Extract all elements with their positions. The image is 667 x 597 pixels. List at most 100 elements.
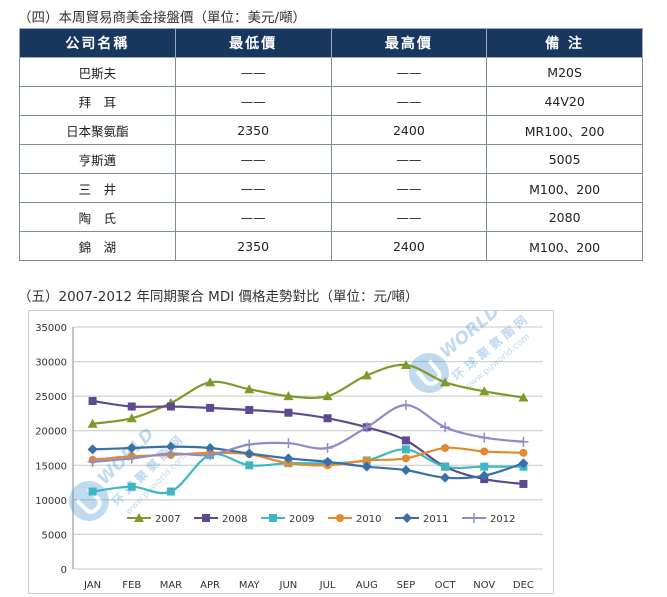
data-point-2010 [519,448,528,457]
table-row: 陶 氏 —— —— 2080 [19,202,643,232]
data-point-2011 [87,444,98,455]
data-point-2012 [322,443,333,453]
x-tick-label: JAN [83,580,101,591]
header-max-price: 最高價 [330,28,488,58]
y-tick-label: 0 [61,565,67,576]
table-row: 亨斯邁 —— —— 5005 [19,144,643,174]
data-point-2007 [361,370,372,380]
chart-svg: 0 5000 10000 15000 20000 25000 30000 35000 JAN FE… [35,302,543,591]
table-row: 巴斯夫 —— —— M20S [19,57,643,87]
table-header-row: 公司名稱 最低價 最高價 備 注 [19,28,643,58]
y-tick-label: 20000 [35,427,67,438]
data-point-2011 [479,470,490,481]
y-tick-label: 30000 [35,358,67,369]
legend-marker-2012 [469,513,479,523]
legend-label-2007: 2007 [155,514,180,525]
section-5-title: （五）2007-2012 年同期聚合 MDI 價格走勢對比（單位：元/噸） [18,289,419,305]
legend-label-2008: 2008 [222,514,247,525]
cell-min-price: —— [174,86,332,116]
data-point-2007 [283,391,294,401]
cell-min-price: —— [174,173,332,203]
series-line-2008 [92,399,524,486]
data-point-2008 [166,402,175,411]
price-trend-chart: 0 5000 10000 15000 20000 25000 30000 35000 JAN FE… [28,302,554,594]
data-point-2011 [283,453,294,464]
data-point-2012 [361,422,372,433]
data-point-2011 [400,465,411,476]
legend-label-2009: 2009 [289,514,314,525]
cell-company: 巴斯夫 [19,57,176,87]
section-4-title: （四）本周貿易商美金接盤價（單位：美元/噸） [18,10,307,26]
data-point-2008 [127,402,136,411]
cell-min-price: —— [174,202,332,232]
cell-max-price: —— [330,57,488,87]
data-point-2012 [440,422,451,433]
cell-remark: 5005 [486,144,643,174]
data-point-2011 [165,441,176,452]
header-company: 公司名稱 [19,28,176,58]
data-point-2011 [126,443,137,453]
x-tick-label: JUN [279,580,298,591]
data-point-2007 [440,377,451,387]
data-point-2008 [88,396,97,405]
data-point-2008 [245,405,254,414]
header-remark: 備 注 [486,28,643,58]
data-point-2007 [126,413,137,423]
legend-marker-2011 [402,513,412,523]
data-point-2011 [518,458,529,469]
data-point-2011 [361,461,372,472]
legend-label-2012: 2012 [490,514,515,525]
data-point-2008 [323,414,332,423]
x-tick-label: MAR [160,580,182,591]
y-tick-label: 25000 [35,392,67,403]
cell-remark: 2080 [486,202,643,232]
data-point-2007 [244,384,255,394]
table-row: 拜 耳 —— —— 44V20 [19,86,643,116]
legend-marker-2009 [269,514,277,522]
cell-max-price: —— [330,144,488,174]
data-point-2010 [362,456,371,465]
x-tick-label: FEB [122,580,141,591]
data-point-2011 [440,472,451,483]
cell-company: 陶 氏 [19,202,176,232]
cell-company: 日本聚氨酯 [19,115,176,145]
x-tick-label: JUL [319,580,336,591]
table-row: 日本聚氨酯 2350 2400 MR100、200 [19,115,643,145]
data-point-2007 [400,360,411,370]
data-point-2012 [400,400,411,411]
cell-remark: 44V20 [486,86,643,116]
cell-max-price: —— [330,173,488,203]
data-point-2009 [245,461,254,470]
watermark-u-icon [415,359,442,386]
x-tick-label: SEP [397,580,416,591]
cell-company: 三 井 [19,173,176,203]
data-point-2008 [519,479,528,488]
cell-min-price: —— [174,144,332,174]
cell-min-price: —— [174,57,332,87]
legend-marker-2008 [202,514,210,522]
cell-company: 錦 湖 [19,231,176,261]
price-table: 公司名稱 最低價 最高價 備 注 巴斯夫 —— —— M20S 拜 耳 —— —— 44V20… [19,28,643,261]
legend-marker-2010 [336,514,344,522]
data-point-2012 [479,432,490,443]
data-point-2011 [322,456,333,467]
watermark-globe-icon [409,353,449,393]
cell-max-price: —— [330,86,488,116]
table-body: 巴斯夫 —— —— M20S 拜 耳 —— —— 44V20 日本聚氨酯 2350 2400 MR10… [19,57,643,261]
data-point-2012 [205,449,216,460]
cell-remark: M100、200 [486,173,643,203]
data-point-2008 [401,436,410,445]
cell-max-price: —— [330,202,488,232]
y-tick-label: 15000 [35,461,67,472]
table-row: 錦 湖 2350 2400 M100、200 [19,231,643,261]
data-point-2007 [205,377,216,387]
data-point-2011 [205,443,216,453]
data-point-2010 [441,444,450,452]
data-point-2012 [165,448,176,459]
data-point-2010 [480,447,489,456]
cell-max-price: 2400 [330,115,488,145]
data-point-2012 [87,456,98,467]
cell-max-price: 2400 [330,231,488,261]
data-point-2012 [518,436,529,447]
cell-company: 亨斯邁 [19,144,176,174]
